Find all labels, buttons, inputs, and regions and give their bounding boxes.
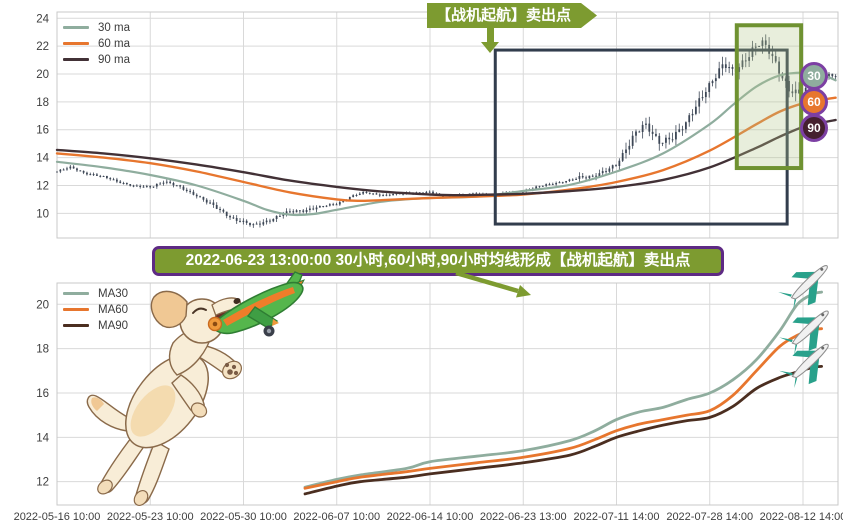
legend-swatch [63, 58, 89, 61]
svg-text:18: 18 [36, 344, 49, 356]
svg-text:22: 22 [36, 41, 49, 53]
sell-point-ribbon: 【战机起航】卖出点 [427, 3, 597, 28]
airplane-icon [779, 310, 829, 355]
ma30-badge-label: 30 [807, 69, 821, 83]
x-axis-label: 2022-06-07 10:00 [293, 511, 381, 523]
legend-label: MA90 [98, 319, 129, 332]
legend-label: MA60 [98, 303, 129, 316]
airplane-icon [779, 343, 829, 389]
legend-label: 60 ma [98, 37, 130, 50]
svg-text:24: 24 [36, 13, 49, 25]
legend-item: MA30 [63, 287, 128, 300]
ma90-badge: 90 [800, 114, 828, 142]
legend-swatch [63, 308, 89, 311]
svg-text:16: 16 [36, 125, 49, 137]
airplane-icon [778, 265, 828, 310]
ma30-badge: 30 [800, 62, 828, 90]
ribbon-down-arrow-stem [487, 28, 494, 43]
legend-item: 90 ma [63, 53, 130, 66]
legend-item: 60 ma [63, 37, 130, 50]
svg-text:14: 14 [36, 153, 49, 165]
callout-diagonal-arrow-icon [455, 270, 531, 298]
x-axis-label: 2022-06-23 13:00 [479, 511, 567, 523]
ma90-badge-label: 90 [807, 121, 821, 135]
x-axis-label: 2022-05-23 10:00 [106, 511, 194, 523]
legend-swatch [63, 292, 89, 295]
legend-swatch [63, 324, 89, 327]
toy-plane-illustration [207, 271, 306, 337]
sell-point-ribbon-label: 【战机起航】卖出点 [436, 7, 572, 24]
green-box [734, 23, 804, 171]
x-axis-label: 2022-07-11 14:00 [573, 511, 660, 523]
legend-label: 90 ma [98, 53, 130, 66]
svg-text:20: 20 [36, 69, 49, 81]
navy-box [493, 48, 789, 226]
svg-text:18: 18 [36, 97, 49, 109]
legend-label: 30 ma [98, 21, 130, 34]
legend-swatch [63, 26, 89, 29]
ma60-badge: 60 [800, 88, 828, 116]
legend-label: MA30 [98, 287, 129, 300]
x-axis-label: 2022-05-16 10:00 [13, 511, 101, 523]
x-axis-label: 2022-05-30 10:00 [200, 511, 287, 523]
candlesticks [56, 34, 837, 228]
dog-illustration [86, 290, 242, 507]
bottom-chart-legend: MA30 MA60 MA90 [63, 287, 128, 332]
svg-text:12: 12 [36, 477, 49, 489]
svg-text:12: 12 [36, 180, 49, 192]
svg-text:14: 14 [36, 432, 49, 444]
legend-swatch [63, 42, 89, 45]
legend-item: 30 ma [63, 21, 130, 34]
top-chart-legend: 30 ma 60 ma 90 ma [63, 21, 130, 66]
x-axis-label: 2022-07-28 14:00 [666, 511, 754, 523]
sell-signal-callout: 2022-06-23 13:00:00 30小时,60小时,90小时均线形成【战… [152, 246, 724, 276]
legend-item: MA60 [63, 303, 128, 316]
x-axis-label: 2022-08-12 14:00 [759, 511, 843, 523]
svg-text:20: 20 [36, 299, 49, 311]
svg-text:10: 10 [36, 208, 49, 220]
ribbon-down-arrow-icon [481, 42, 499, 53]
ma60-badge-label: 60 [807, 95, 821, 109]
svg-text:16: 16 [36, 388, 49, 400]
legend-item: MA90 [63, 319, 128, 332]
x-axis-label: 2022-06-14 10:00 [386, 511, 474, 523]
